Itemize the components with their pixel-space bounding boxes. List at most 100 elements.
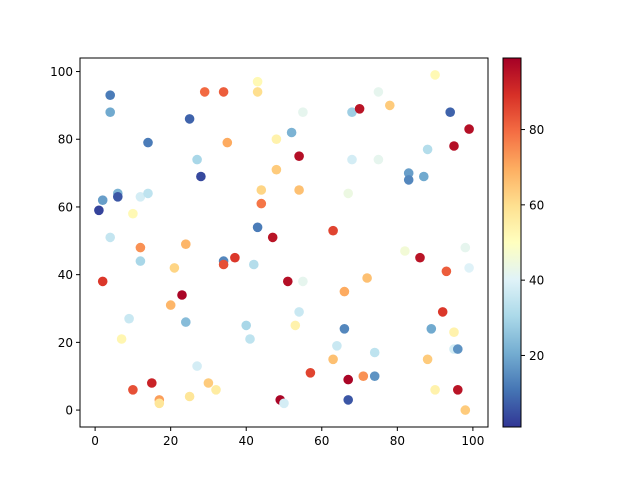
scatter-point <box>328 354 338 365</box>
scatter-point <box>165 300 176 310</box>
scatter-point <box>369 347 380 358</box>
scatter-point <box>294 151 304 161</box>
scatter-point <box>241 320 251 331</box>
scatter-point <box>445 107 456 117</box>
scatter-point <box>343 374 354 385</box>
y-tick-label: 0 <box>65 404 73 418</box>
scatter-point <box>422 144 433 155</box>
scatter-point <box>464 263 474 273</box>
scatter-point <box>358 371 369 382</box>
scatter-point <box>339 324 350 334</box>
colorbar-ticks: 20 40 60 80 <box>521 123 544 363</box>
y-axis: 0 20 40 60 80 100 <box>50 65 80 418</box>
scatter-point <box>105 232 115 243</box>
scatter-point <box>279 398 289 409</box>
scatter-point <box>196 171 206 182</box>
scatter-point <box>124 313 134 324</box>
scatter-point <box>143 137 153 148</box>
scatter-point <box>271 164 282 175</box>
scatter-point <box>135 242 146 253</box>
scatter-point <box>154 398 165 409</box>
scatter-point <box>128 208 138 219</box>
x-tick-label: 0 <box>91 434 99 448</box>
scatter-point <box>203 378 214 388</box>
y-tick-label: 80 <box>58 133 73 147</box>
scatter-point <box>403 175 414 185</box>
scatter-point <box>419 171 429 182</box>
scatter-point <box>437 307 448 317</box>
scatter-point <box>286 127 297 138</box>
scatter-point <box>369 371 380 382</box>
scatter-point <box>460 405 471 415</box>
scatter-point <box>192 154 202 165</box>
x-tick-label: 20 <box>163 434 178 448</box>
scatter-point <box>230 252 240 263</box>
scatter-point <box>373 87 384 97</box>
scatter-point <box>449 327 459 338</box>
scatter-point <box>245 334 255 344</box>
scatter-point <box>199 87 210 97</box>
scatter-point <box>415 252 425 263</box>
x-tick-label: 100 <box>461 434 484 448</box>
scatter-point <box>453 344 463 354</box>
scatter-points <box>94 70 474 415</box>
scatter-point <box>298 276 308 287</box>
scatter-point <box>113 192 123 202</box>
scatter-point <box>271 134 282 144</box>
scatter-point <box>290 320 301 331</box>
scatter-point <box>430 385 440 395</box>
scatter-point <box>105 90 115 100</box>
scatter-point <box>403 168 414 178</box>
x-axis: 0 20 40 60 80 100 <box>91 427 484 448</box>
colorbar-tick-label: 40 <box>529 274 544 288</box>
scatter-point <box>97 195 108 205</box>
scatter-point <box>97 276 108 287</box>
scatter-point <box>332 341 342 351</box>
colorbar: 20 40 60 80 <box>502 57 544 428</box>
scatter-point <box>385 100 395 111</box>
scatter-point <box>267 232 278 243</box>
scatter-point <box>339 286 350 297</box>
scatter-point <box>181 317 191 327</box>
scatter-point <box>283 276 293 287</box>
scatter-point <box>460 242 471 253</box>
scatter-point <box>453 385 463 395</box>
colorbar-tick-label: 80 <box>529 123 544 137</box>
scatter-point <box>256 198 267 209</box>
scatter-point <box>94 205 104 216</box>
scatter-point <box>105 107 115 117</box>
scatter-point <box>177 290 187 300</box>
scatter-point <box>252 222 263 233</box>
scatter-point <box>441 266 452 277</box>
y-tick-label: 100 <box>50 65 73 79</box>
colorbar-tick-label: 60 <box>529 198 544 212</box>
scatter-point <box>135 256 146 266</box>
scatter-point <box>181 239 191 249</box>
scatter-point <box>426 324 437 334</box>
scatter-point <box>362 273 372 283</box>
plot-frame <box>79 57 489 428</box>
scatter-point <box>354 104 365 114</box>
scatter-point <box>252 87 263 97</box>
scatter-point <box>343 395 354 405</box>
scatter-point <box>249 259 259 270</box>
x-tick-label: 40 <box>239 434 254 448</box>
y-tick-label: 60 <box>58 200 73 214</box>
scatter-point <box>184 391 195 402</box>
scatter-point <box>347 154 357 165</box>
colorbar-frame <box>502 57 522 428</box>
scatter-point <box>147 378 157 388</box>
scatter-point <box>116 334 127 344</box>
scatter-point <box>184 114 195 124</box>
scatter-point <box>294 307 304 317</box>
scatter-point <box>211 385 221 395</box>
scatter-point <box>252 76 263 87</box>
scatter-point <box>218 259 229 270</box>
scatter-point <box>218 87 229 97</box>
x-tick-label: 80 <box>390 434 405 448</box>
scatter-point <box>347 107 357 117</box>
colorbar-tick-label: 20 <box>529 349 544 363</box>
scatter-point <box>422 354 433 365</box>
